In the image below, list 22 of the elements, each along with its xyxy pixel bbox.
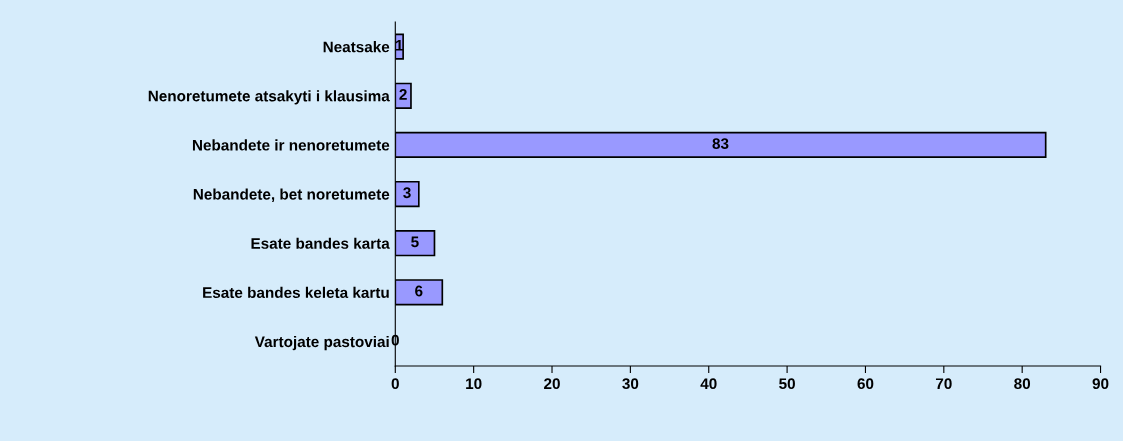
data-label: 6: [415, 285, 423, 297]
y-tick-label: Esate bandes keleta kartu: [203, 286, 389, 299]
data-label: 5: [411, 236, 419, 248]
data-label: 3: [403, 187, 411, 199]
y-tick-label: Vartojate pastoviai: [254, 335, 389, 351]
y-tick-label: Neatsake: [323, 41, 390, 53]
x-tick-label: 70: [935, 378, 952, 390]
x-tick-label: 90: [1092, 378, 1109, 390]
y-tick-label: Nebandete, bet noretumete: [193, 188, 390, 202]
data-label: 83: [712, 138, 729, 150]
data-label: 2: [399, 89, 407, 100]
x-tick-label: 50: [779, 378, 795, 390]
x-tick-label: 30: [622, 378, 639, 390]
y-tick-label: Esate bandes karta: [251, 237, 390, 249]
x-tick-label: 20: [544, 378, 560, 390]
x-tick-label: 80: [1014, 378, 1031, 390]
y-tick-label: Nebandete ir nenoretumete: [192, 139, 390, 151]
x-tick-label: 40: [700, 378, 717, 390]
y-tick-label: Nenoretumete atsakyti i klausima: [148, 90, 390, 105]
x-tick-label: 60: [857, 378, 874, 390]
x-tick-label: 10: [466, 378, 482, 390]
x-tick-label: 0: [391, 378, 399, 390]
